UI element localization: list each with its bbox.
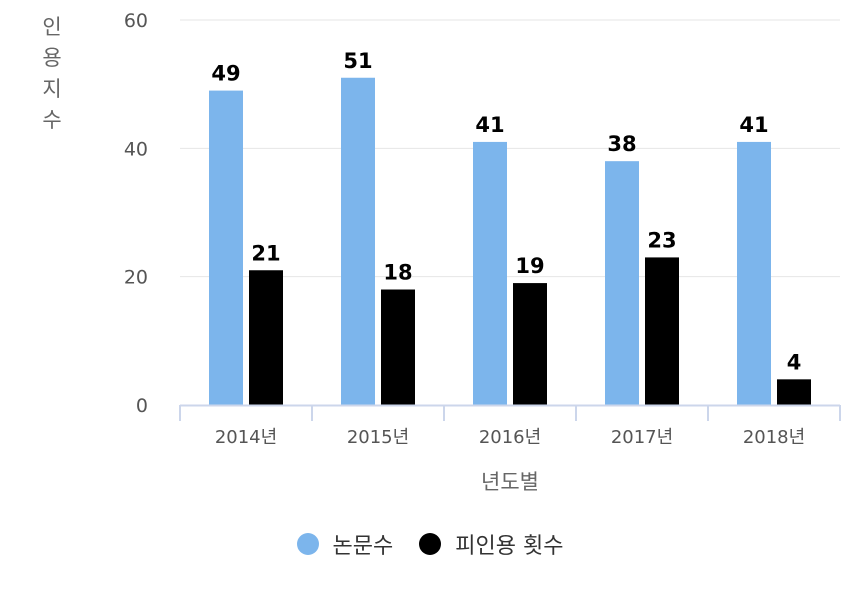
data-label: 21 <box>251 241 280 265</box>
bar-papers <box>473 141 507 405</box>
x-axis-label: 년도별 <box>481 470 539 494</box>
legend-swatch <box>419 533 442 555</box>
data-label: 4 <box>787 350 802 374</box>
x-tick-label: 2017년 <box>611 427 673 448</box>
data-label: 49 <box>211 62 240 86</box>
legend-item[interactable]: 피인용 횟수 <box>419 528 563 560</box>
x-axis: 2014년 2015년 2016년 2017년 2018년 <box>179 404 841 448</box>
y-tick-label: 0 <box>136 395 148 417</box>
bars <box>209 77 811 405</box>
y-tick-labels: 0 20 40 60 <box>124 10 148 417</box>
y-axis-label-char: 지 <box>42 77 61 101</box>
y-axis-label-char: 용 <box>42 46 61 70</box>
bar-papers <box>209 90 243 405</box>
y-axis-label-char: 수 <box>42 108 61 132</box>
y-tick-label: 20 <box>124 267 148 289</box>
bar-citations <box>645 257 679 405</box>
data-label: 41 <box>475 113 504 137</box>
data-label: 51 <box>343 49 372 73</box>
data-label: 38 <box>607 132 636 156</box>
data-label: 23 <box>647 228 676 252</box>
x-tick-label: 2018년 <box>743 427 805 448</box>
y-tick-label: 60 <box>124 10 148 32</box>
bar-citations <box>381 289 415 405</box>
data-label: 19 <box>515 254 544 278</box>
bar-papers <box>737 141 771 405</box>
y-axis-label-char: 인 <box>42 15 61 39</box>
y-tick-label: 40 <box>124 138 148 160</box>
bar-citations <box>777 379 811 405</box>
x-tick-label: 2016년 <box>479 427 541 448</box>
data-label: 41 <box>739 113 768 137</box>
bar-papers <box>341 77 375 405</box>
legend-label: 논문수 <box>332 534 394 559</box>
legend: 논문수 피인용 횟수 <box>0 528 860 560</box>
gridlines <box>180 19 840 278</box>
bar-papers <box>605 161 639 405</box>
legend-swatch <box>296 533 319 555</box>
data-labels: 49 21 51 18 41 19 38 23 41 4 <box>211 49 801 375</box>
x-tick-label: 2014년 <box>215 427 277 448</box>
data-label: 18 <box>383 261 412 285</box>
legend-item[interactable]: 논문수 <box>296 528 394 560</box>
bar-citations <box>513 283 547 405</box>
legend-label: 피인용 횟수 <box>455 534 564 559</box>
bar-citations <box>249 270 283 405</box>
x-tick-label: 2015년 <box>347 427 409 448</box>
